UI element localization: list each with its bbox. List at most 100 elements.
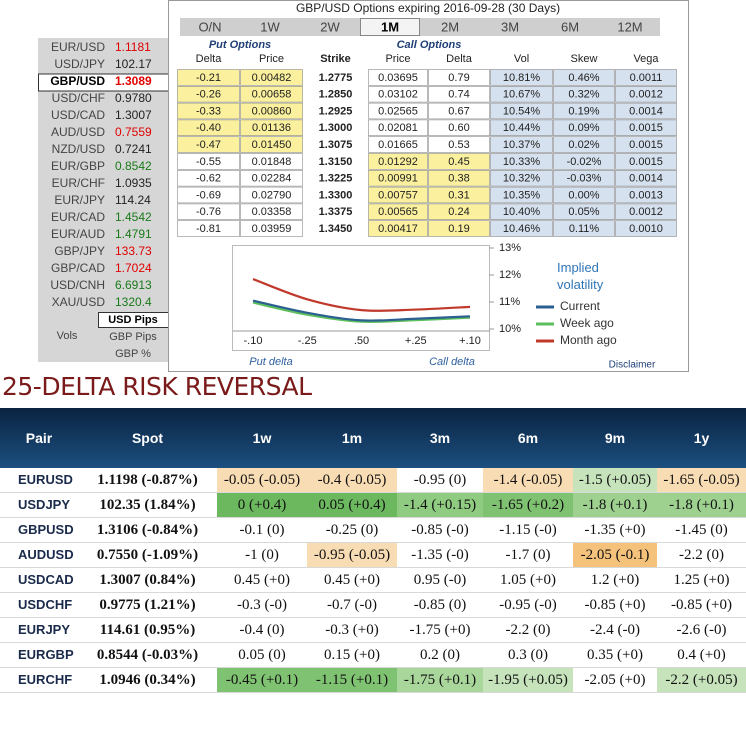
cell-bg: [428, 102, 490, 120]
legend-label: Week ago: [560, 316, 614, 330]
rr-cell: -0.7 (-0): [307, 592, 397, 618]
cell-bg: [177, 119, 240, 137]
call-label: Call Options: [397, 39, 462, 51]
option-cell: 0.24: [448, 206, 469, 218]
spot-cell: 0.8544 (-0.03%): [78, 642, 217, 668]
cell-bg: [428, 186, 490, 204]
options-title: GBP/USD Options expiring 2016-09-28 (30 …: [296, 1, 560, 15]
cell-bg: [368, 203, 428, 220]
column-header: Delta: [446, 53, 473, 65]
cell-bg: [368, 136, 428, 153]
option-cell: 0.60: [448, 122, 469, 134]
option-cell: 1.2775: [319, 72, 353, 84]
cell-bg: [177, 170, 240, 187]
option-cell: 0.01450: [252, 139, 292, 151]
pair-cell: GBPUSD: [0, 517, 78, 543]
pair-price: 1.3089: [115, 74, 152, 88]
cell-bg: [428, 69, 490, 86]
cell-bg: [615, 69, 677, 86]
table-row: USDJPY 102.35 (1.84%) 0 (+0.4) 0.05 (+0.4) -…: [0, 492, 746, 518]
pair-name: AUD/USD: [51, 125, 105, 139]
cell-bg: [615, 170, 677, 187]
series-line: [252, 278, 471, 312]
pair-cell: USDCAD: [0, 567, 78, 593]
table-row: EURCHF 1.0946 (0.34%) -0.45 (+0.1) -1.15 (+…: [0, 667, 746, 693]
put-label: Put Options: [209, 39, 271, 51]
x-tick-label: +.10: [459, 335, 481, 347]
rr-cell: -1.4 (-0.05): [483, 468, 573, 493]
rr-cell: 0.15 (+0): [307, 642, 397, 668]
pair-name: EUR/JPY: [54, 193, 105, 207]
cell-bg: [368, 153, 428, 170]
cell-bg: [368, 69, 428, 86]
option-cell: -0.40: [196, 122, 221, 134]
tab: 12M: [617, 19, 642, 34]
cell-bg: [490, 153, 553, 170]
cell-bg: [553, 170, 615, 187]
cell-bg: [368, 170, 428, 187]
option-cell: 0.38: [448, 173, 469, 185]
x-tick-label: .50: [354, 335, 369, 347]
tab: O/N: [198, 19, 221, 34]
rr-cell: -1.15 (+0.1): [307, 667, 397, 693]
rr-cell: -2.6 (-0): [657, 617, 746, 643]
cell-bg: [368, 102, 428, 120]
option-cell: 1.2925: [319, 105, 353, 117]
table-row: USDCAD 1.3007 (0.84%) 0.45 (+0) 0.45 (+0) 0.…: [0, 567, 746, 593]
rr-cell: 0.05 (0): [217, 642, 307, 668]
spot-cell: 1.3106 (-0.84%): [78, 517, 217, 543]
option-cell: 0.0014: [629, 173, 663, 185]
cell-bg: [428, 203, 490, 220]
cell-bg: [177, 203, 240, 220]
option-cell: -0.03%: [567, 173, 602, 185]
cell-bg: [490, 136, 553, 153]
tab: 2M: [441, 19, 459, 34]
option-cell: -0.02%: [567, 156, 602, 168]
pair-price: 0.7559: [115, 125, 152, 139]
rr-cell: -1.15 (-0): [483, 517, 573, 543]
rr-cell: 0.05 (+0.4): [307, 492, 397, 518]
pair-name: EUR/CAD: [51, 210, 105, 224]
cell-bg: [490, 186, 553, 204]
legend-label: Current: [560, 299, 601, 313]
option-cell: 1.3225: [319, 173, 353, 185]
option-cell: 0.00860: [252, 105, 292, 117]
options-widget: EUR/USD 1.1181 USD/JPY 102.17 GBP/USD 1.3089 U…: [38, 0, 689, 372]
rr-cell: 1.05 (+0): [483, 567, 573, 593]
option-cell: 0.0011: [630, 72, 663, 84]
option-cell: -0.62: [196, 173, 221, 185]
unit-option: GBP Pips: [109, 331, 157, 343]
table-body: EURUSD 1.1198 (-0.87%) -0.05 (-0.05) -0.4 (…: [0, 468, 746, 693]
rr-cell: -2.2 (0): [483, 617, 573, 643]
cell-bg: [177, 220, 240, 237]
pair-cell: EURJPY: [0, 617, 78, 643]
pair-price: 1.4542: [115, 210, 152, 224]
rr-cell: -1.45 (0): [657, 517, 746, 543]
column-header: 6m: [483, 408, 573, 468]
cell-bg: [428, 86, 490, 103]
option-cell: -0.33: [196, 105, 221, 117]
rr-cell: -0.95 (-0): [483, 592, 573, 618]
cell-bg: [240, 153, 303, 170]
pair-price: 1.0935: [115, 176, 152, 190]
rr-cell: 0.95 (-0): [397, 567, 483, 593]
unit-option: GBP %: [115, 348, 151, 360]
rr-cell: -1.8 (+0.1): [657, 492, 746, 518]
pair-name: XAU/USD: [52, 295, 106, 309]
option-cell: 0.01136: [252, 122, 291, 134]
option-cell: 0.00482: [252, 72, 292, 84]
cell-bg: [240, 102, 303, 120]
cell-bg: [615, 119, 677, 137]
column-header: Strike: [320, 53, 351, 65]
option-cell: 0.11%: [569, 223, 600, 235]
y-tick-label: 10%: [499, 323, 521, 335]
tab: 6M: [561, 19, 579, 34]
pair-price: 6.6913: [115, 278, 152, 292]
column-header: 9m: [573, 408, 657, 468]
cell-bg: [428, 220, 490, 237]
chart-frame: [232, 245, 490, 351]
column-header: Spot: [78, 408, 217, 468]
table-row: EURGBP 0.8544 (-0.03%) 0.05 (0) 0.15 (+0) 0.…: [0, 642, 746, 668]
table-row: USDCHF 0.9775 (1.21%) -0.3 (-0) -0.7 (-0) -0…: [0, 592, 746, 618]
option-cell: 0.00%: [568, 189, 599, 201]
